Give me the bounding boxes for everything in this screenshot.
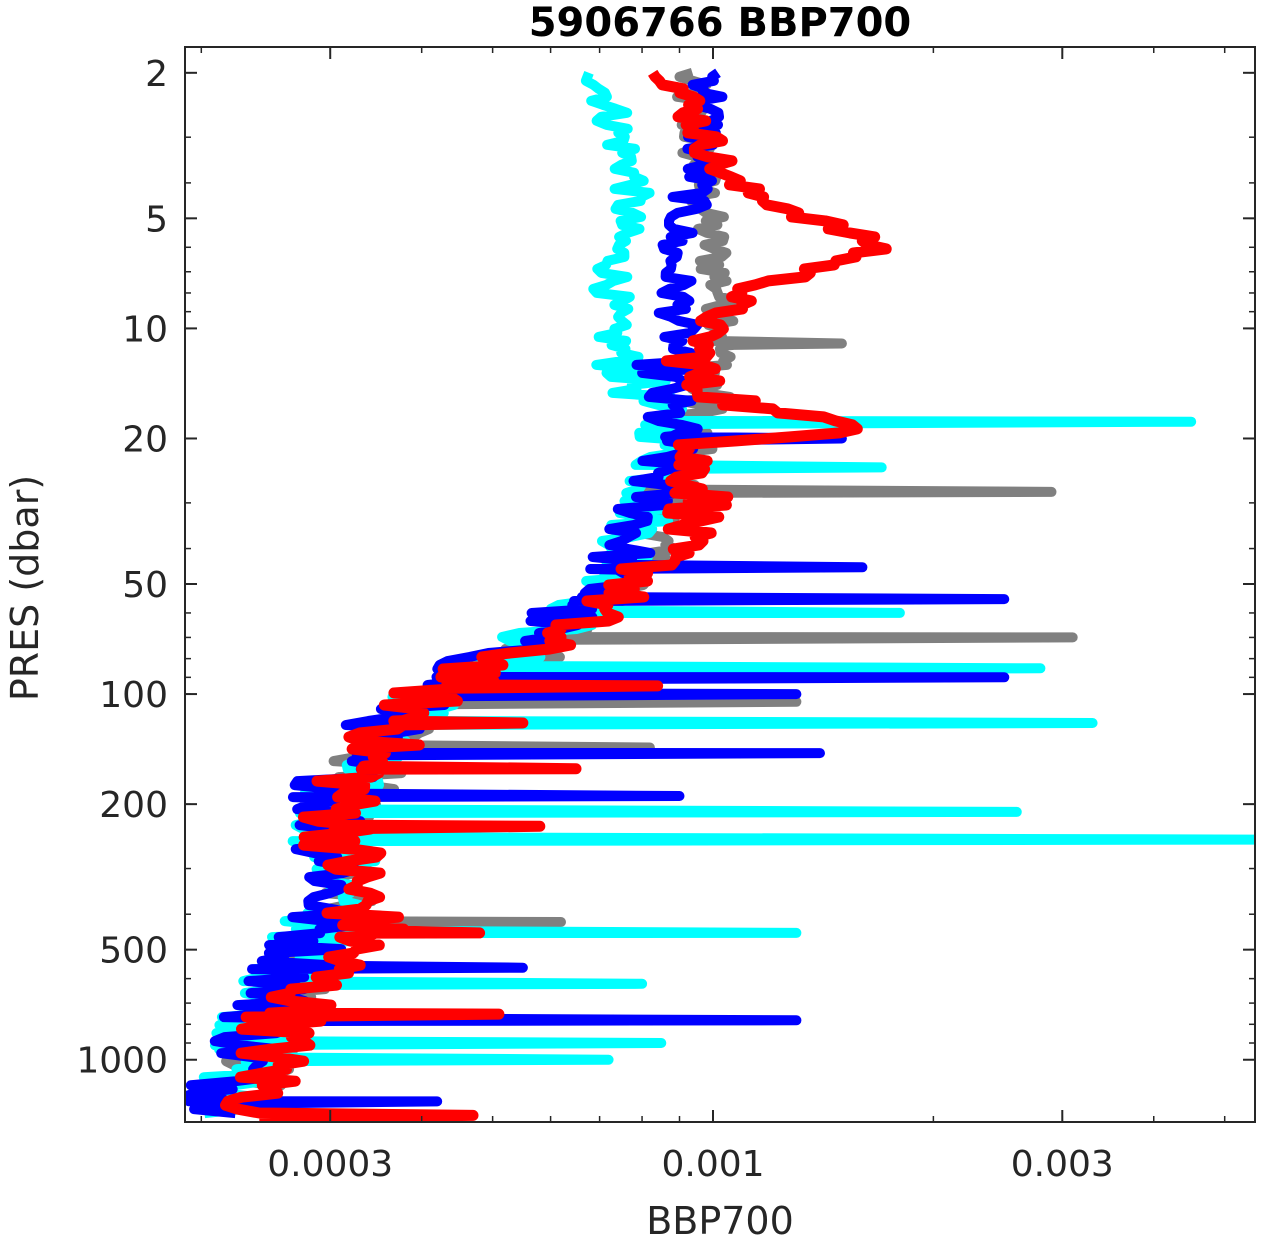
y-tick-label: 5	[145, 199, 168, 240]
y-tick-label: 2	[145, 54, 168, 95]
plot-frame	[184, 46, 1256, 1123]
y-tick-label: 10	[122, 309, 168, 350]
chart-title: 5906766 BBP700	[529, 0, 912, 46]
y-tick-label: 20	[122, 419, 168, 460]
x-tick-label: 0.001	[661, 1144, 764, 1185]
y-tick-label: 100	[99, 675, 168, 716]
y-tick-label: 200	[99, 785, 168, 826]
y-tick-label: 1000	[76, 1041, 168, 1082]
y-tick-label: 50	[122, 565, 168, 606]
tick-layer	[185, 47, 1255, 1122]
x-tick-labels: 0.0003 0.001 0.003	[267, 1144, 1114, 1185]
x-axis-label: BBP700	[646, 1199, 794, 1238]
x-tick-label: 0.003	[1011, 1144, 1114, 1185]
y-tick-label: 500	[99, 931, 168, 972]
series-line-red	[220, 69, 892, 1122]
y-axis-label: PRES (dbar)	[3, 475, 47, 701]
series-layer	[185, 68, 1255, 1122]
x-tick-label: 0.0003	[267, 1144, 393, 1185]
y-tick-labels: 2 5 10 20 50 100 200 500 1000	[76, 54, 168, 1082]
